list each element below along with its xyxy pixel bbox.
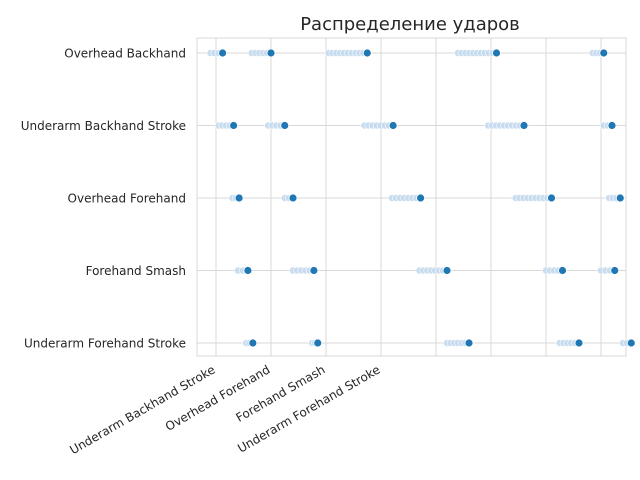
y-tick-label: Forehand Smash [86, 264, 186, 278]
data-point [547, 193, 556, 203]
data-point [464, 338, 474, 348]
data-point [610, 266, 620, 275]
data-point [266, 48, 276, 58]
data-point [519, 121, 529, 130]
point-layer [218, 48, 636, 348]
data-point [229, 121, 239, 130]
plot-frame [196, 37, 627, 357]
x-tick-label: Overhead Forehand [163, 362, 273, 433]
data-point [492, 48, 501, 58]
data-point [615, 193, 625, 203]
data-point [362, 48, 372, 58]
data-point [442, 266, 452, 275]
data-point [234, 193, 244, 203]
y-tick-label: Underarm Backhand Stroke [21, 119, 186, 133]
data-point [218, 48, 228, 58]
data-point [558, 266, 567, 275]
data-point [416, 193, 426, 203]
data-point [288, 193, 298, 203]
grid-layer [196, 37, 627, 357]
y-tick-label: Underarm Forehand Stroke [24, 337, 186, 351]
data-point [280, 121, 290, 130]
data-point [574, 338, 584, 348]
data-point [313, 338, 323, 348]
y-tick-label: Overhead Backhand [64, 47, 186, 61]
data-point [599, 48, 609, 58]
data-point [607, 121, 617, 130]
data-point [243, 266, 253, 275]
data-point [388, 121, 398, 130]
chart-title: Распределение ударов [300, 14, 520, 35]
data-point [626, 338, 636, 348]
y-tick-label: Overhead Forehand [68, 192, 186, 206]
data-point [309, 266, 319, 275]
data-point [248, 338, 258, 348]
y-tick-labels: Overhead Backhand Underarm Backhand Strok… [21, 47, 186, 351]
